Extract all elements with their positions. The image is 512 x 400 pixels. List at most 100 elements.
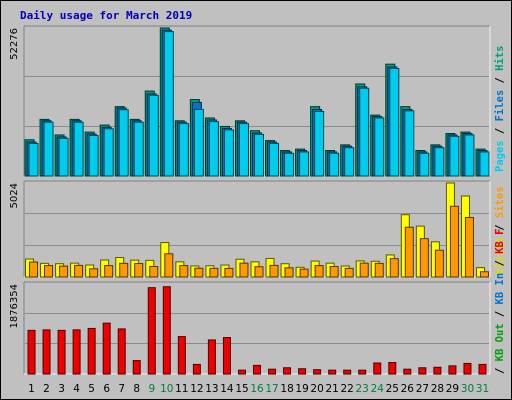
bar-kb-f-day-6 — [102, 322, 111, 375]
bar-pages-day-17 — [269, 142, 280, 177]
bar-sites-day-14 — [224, 267, 234, 278]
bar-kb-f-day-20 — [313, 369, 322, 375]
panel-visits: 5024 — [9, 180, 491, 278]
bar-kb-f-day-19 — [298, 368, 307, 375]
bar-kb-f-day-14 — [222, 337, 231, 375]
panel-hits-max-label: 52276 — [9, 28, 20, 60]
bar-sites-day-25 — [389, 258, 399, 278]
bar-kb-f-day-12 — [192, 363, 201, 375]
day-label-14: 14 — [220, 383, 234, 395]
bar-kb-f-day-28 — [433, 366, 442, 375]
side-label-hits-0-4: Hits — [494, 46, 506, 71]
bar-kb-f-day-3 — [57, 329, 66, 375]
side-label--1-1: / — [494, 218, 506, 237]
day-label-4: 4 — [73, 383, 80, 395]
bar-sites-day-13 — [209, 267, 219, 278]
bar-kb-f-day-9 — [147, 287, 156, 375]
bar-kb-f-day-15 — [237, 369, 246, 375]
bar-pages-day-18 — [284, 152, 295, 177]
series-sites — [29, 205, 489, 278]
side-label--0-3: / — [494, 71, 506, 90]
day-label-20: 20 — [310, 383, 323, 395]
bar-sites-day-8 — [134, 263, 144, 278]
bar-kb-f-day-17 — [268, 368, 277, 375]
bar-sites-day-3 — [59, 265, 69, 278]
bar-pages-day-13 — [208, 121, 219, 177]
day-label-1: 1 — [28, 383, 35, 395]
day-label-19: 19 — [295, 383, 308, 395]
bar-kb-f-day-11 — [177, 336, 186, 375]
bar-pages-day-3 — [58, 137, 69, 177]
bar-pages-day-14 — [223, 129, 234, 177]
bar-kb-f-day-24 — [373, 362, 382, 375]
bar-sites-day-28 — [434, 249, 444, 278]
bar-sites-day-15 — [239, 262, 249, 278]
side-label-kb-in-2-3: KB In — [494, 273, 506, 305]
bar-pages-day-28 — [434, 147, 445, 177]
bar-sites-day-20 — [314, 265, 324, 278]
bar-sites-day-26 — [404, 226, 414, 278]
bar-kb-f-day-16 — [253, 364, 261, 375]
side-label--2-2: / — [494, 304, 506, 323]
bar-pages-day-5 — [88, 135, 99, 177]
side-label--2-0: / — [494, 361, 506, 374]
bar-sites-day-11 — [179, 265, 189, 278]
bar-kb-f-day-4 — [72, 329, 81, 375]
bar-sites-day-31 — [479, 271, 489, 278]
bar-pages-day-20 — [314, 110, 325, 177]
bar-sites-day-24 — [374, 262, 384, 278]
bar-sites-day-19 — [299, 268, 309, 278]
side-label-group-1: Pages / Files / Hits — [494, 46, 506, 172]
side-label-files-0-2: Files — [494, 90, 506, 122]
bar-pages-day-12 — [193, 108, 204, 177]
bar-kb-f-day-22 — [343, 369, 352, 375]
day-label-21: 21 — [326, 383, 339, 395]
day-label-3: 3 — [58, 383, 65, 395]
bar-sites-day-2 — [44, 265, 54, 278]
bar-kb-f-day-31 — [478, 363, 487, 375]
bar-pages-day-22 — [344, 147, 355, 177]
side-labels: Pages / Files / Hits Visits / Sites / KB … — [494, 46, 506, 374]
series-kb-f — [27, 286, 487, 375]
chart-title: Daily usage for March 2019 — [20, 9, 192, 22]
bar-sites-day-23 — [359, 262, 369, 278]
day-label-7: 7 — [118, 383, 125, 395]
side-label-visits-1-0: Visits — [494, 237, 506, 275]
bar-pages-day-8 — [133, 121, 144, 177]
side-label--0-1: / — [494, 121, 506, 140]
bar-kb-f-day-21 — [328, 369, 337, 375]
day-label-22: 22 — [341, 383, 354, 395]
bar-kb-f-day-7 — [117, 328, 126, 375]
bar-sites-day-21 — [329, 266, 339, 278]
bar-kb-f-day-5 — [87, 327, 96, 375]
bar-pages-day-7 — [118, 109, 129, 177]
bar-pages-day-30 — [464, 134, 475, 177]
side-label-kb-out-2-1: KB Out — [494, 323, 506, 361]
side-label-group-2: Visits / Sites — [494, 186, 506, 275]
side-label--2-4: / — [494, 254, 506, 273]
bar-pages-day-1 — [28, 142, 39, 177]
bar-kb-f-day-13 — [207, 339, 216, 375]
bar-sites-day-17 — [269, 264, 279, 278]
bar-pages-day-26 — [404, 110, 415, 177]
bar-sites-day-16 — [254, 266, 264, 278]
bar-pages-day-2 — [43, 121, 54, 177]
day-label-8: 8 — [133, 383, 140, 395]
bar-kb-f-day-30 — [463, 362, 472, 375]
bar-pages-day-10 — [163, 31, 174, 177]
day-label-29: 29 — [446, 383, 459, 395]
bar-pages-day-24 — [374, 117, 385, 177]
bar-sites-day-6 — [104, 265, 114, 278]
bar-pages-day-15 — [238, 123, 249, 177]
side-label-group-3: / KB Out / KB In / KB F — [494, 229, 506, 374]
panel-kbytes: 1876354 — [9, 281, 491, 375]
bar-kb-f-day-2 — [42, 329, 51, 375]
bar-pages-day-4 — [73, 121, 84, 177]
day-label-27: 27 — [416, 383, 429, 395]
side-label-pages-0-0: Pages — [494, 140, 506, 172]
bar-pages-day-6 — [103, 128, 114, 177]
bar-kb-f-day-26 — [403, 368, 412, 375]
day-label-30: 30 — [461, 383, 474, 395]
